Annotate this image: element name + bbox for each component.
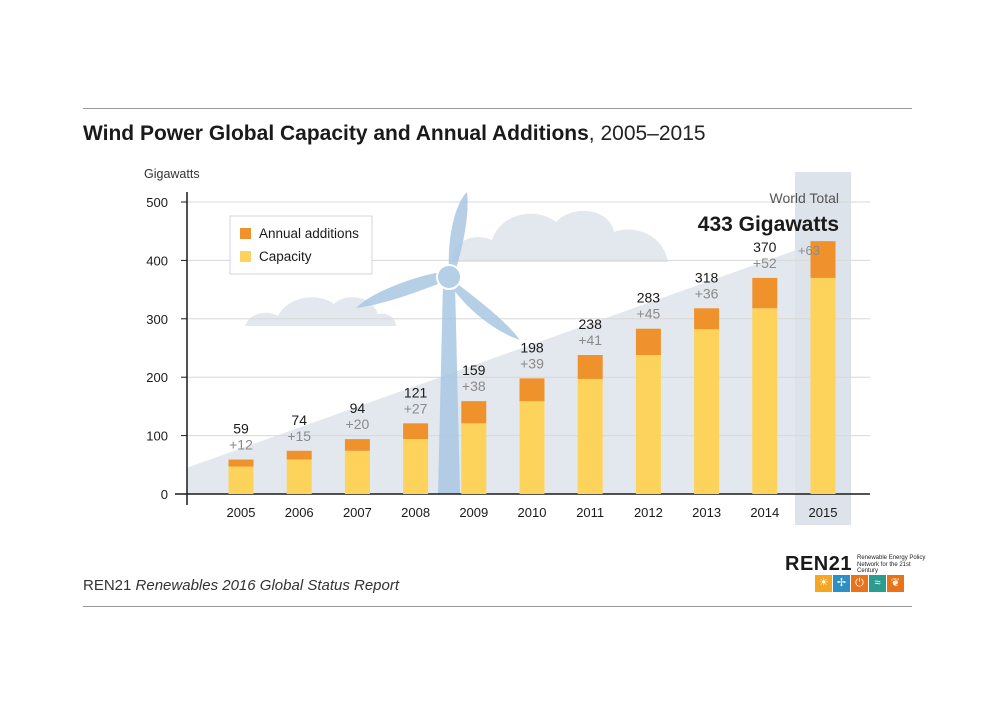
addition-label: +15 (287, 428, 311, 444)
x-tick-label: 2014 (750, 505, 779, 520)
y-tick-label: 200 (146, 370, 168, 385)
y-tick-label: 500 (146, 195, 168, 210)
bar-addition (228, 459, 254, 467)
bar-addition (577, 355, 603, 379)
x-tick-label: 2012 (634, 505, 663, 520)
turbine-blade (454, 285, 520, 340)
bar-addition (694, 308, 720, 330)
total-label: 370 (753, 239, 777, 255)
y-tick-label: 300 (146, 312, 168, 327)
total-label: 198 (520, 339, 544, 355)
x-tick-label: 2010 (518, 505, 547, 520)
wind-icon: ✢ (833, 575, 850, 592)
total-label: 238 (579, 316, 603, 332)
bar-addition (519, 378, 545, 402)
source-publication: Renewables 2016 Global Status Report (135, 577, 400, 594)
bar-capacity (577, 378, 603, 494)
addition-label: +20 (346, 416, 370, 432)
x-tick-label: 2013 (692, 505, 721, 520)
cloud-right-icon (452, 210, 668, 262)
bar-capacity (228, 466, 254, 494)
bar-capacity (694, 329, 720, 494)
bar-capacity (810, 277, 836, 494)
total-label: 318 (695, 269, 719, 285)
logo-wordmark: REN21 (785, 553, 852, 575)
turbine-blade (448, 192, 468, 272)
x-tick-label: 2006 (285, 505, 314, 520)
bar-capacity (286, 459, 312, 494)
bar-capacity (635, 355, 661, 494)
legend-swatch (240, 228, 251, 239)
x-tick-label: 2005 (227, 505, 256, 520)
total-label: 121 (404, 384, 428, 400)
bar-capacity (461, 423, 487, 494)
x-tick-label: 2008 (401, 505, 430, 520)
bar-addition (461, 401, 487, 424)
addition-label: +27 (404, 400, 428, 416)
addition-label: +36 (695, 285, 719, 301)
y-axis-label: Gigawatts (144, 167, 200, 181)
total-label: 159 (462, 362, 486, 378)
bar-capacity (752, 308, 778, 494)
ren21-logo: REN21 Renewable Energy Policy Network fo… (785, 553, 925, 595)
bar-addition (810, 241, 836, 278)
bar-capacity (519, 401, 545, 494)
total-label: 283 (637, 290, 661, 306)
x-tick-label: 2015 (809, 505, 838, 520)
annotation-value: 433 Gigawatts (698, 213, 839, 236)
chart-title: Wind Power Global Capacity and Annual Ad… (83, 122, 706, 146)
logo-tagline: Renewable Energy Policy Network for the … (857, 555, 926, 574)
wind-turbine-icon (356, 192, 520, 494)
addition-label: +41 (578, 332, 602, 348)
legend-entry: Capacity (259, 249, 312, 264)
addition-label: +12 (229, 437, 253, 453)
x-tick-label: 2007 (343, 505, 372, 520)
x-tick-label: 2011 (576, 505, 604, 520)
sun-icon: ☀ (815, 575, 832, 592)
addition-label: +52 (753, 255, 777, 271)
source-line: REN21 Renewables 2016 Global Status Repo… (83, 577, 399, 594)
bar-capacity (344, 450, 370, 494)
total-label: 94 (350, 400, 366, 416)
legend-entry: Annual additions (259, 226, 359, 241)
turbine-blade (356, 272, 443, 308)
addition-label: +45 (637, 306, 661, 322)
turbine-hub (436, 264, 462, 290)
bottom-rule (83, 606, 912, 607)
wave-icon: ≈ (869, 575, 886, 592)
top-rule (83, 108, 912, 109)
addition-label: +39 (520, 355, 544, 371)
legend: Annual additions Capacity (229, 215, 373, 275)
power-icon: ⏻ (851, 575, 868, 592)
bar-addition (752, 277, 778, 309)
bar-capacity (403, 439, 429, 494)
y-tick-label: 400 (146, 253, 168, 268)
chart-title-main: Wind Power Global Capacity and Annual Ad… (83, 122, 589, 145)
bar-addition (403, 423, 429, 440)
y-tick-label: 0 (161, 487, 168, 502)
leaf-icon: ❦ (887, 575, 904, 592)
addition-label: +38 (462, 378, 486, 394)
legend-box (229, 215, 373, 275)
x-tick-label: 2009 (459, 505, 488, 520)
addition-label: +63 (798, 243, 820, 258)
bar-addition (344, 439, 370, 451)
source-org: REN21 (83, 577, 132, 594)
y-tick-label: 100 (146, 429, 168, 444)
total-label: 74 (291, 412, 307, 428)
bar-addition (635, 328, 661, 356)
turbine-tower (438, 282, 460, 494)
bar-addition (286, 450, 312, 460)
total-label: 59 (233, 421, 249, 437)
logo-icons: ☀ ✢ ⏻ ≈ ❦ (815, 575, 904, 592)
chart-title-years: , 2005–2015 (588, 122, 706, 145)
annotation-label: World Total (769, 190, 839, 206)
legend-swatch (240, 251, 251, 262)
